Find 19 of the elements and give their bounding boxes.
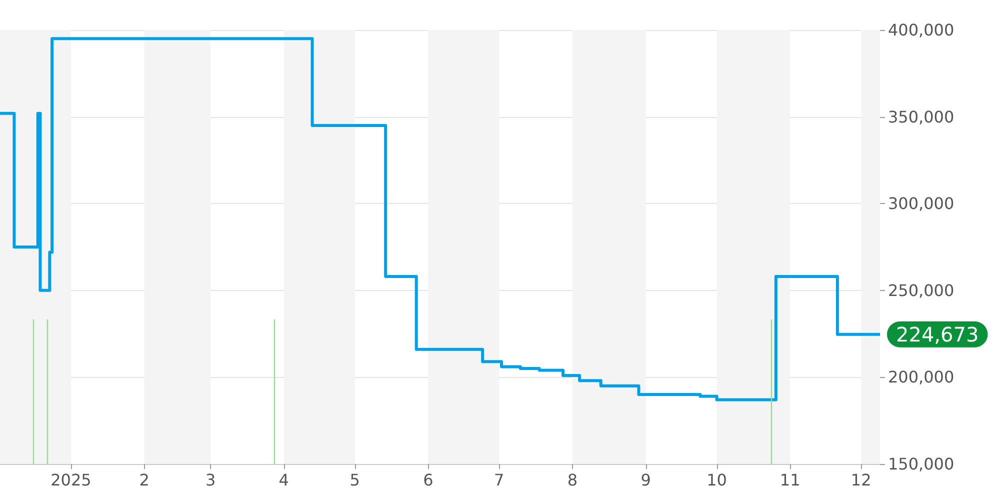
x-tick-label: 9	[640, 470, 651, 490]
y-tick-label: 200,000	[888, 368, 954, 387]
y-tick-label: 250,000	[888, 280, 954, 300]
x-tick-label: 10	[706, 470, 727, 490]
y-tick-label: 300,000	[888, 194, 954, 214]
x-tick-label: 8	[567, 470, 578, 490]
x-tick-label: 11	[780, 470, 800, 490]
x-tick-label: 6	[423, 470, 434, 490]
y-tick-label: 400,000	[888, 20, 954, 40]
x-tick-label: 2025	[50, 470, 92, 490]
annotation: 224,673	[896, 322, 979, 346]
x-tick-label: 4	[278, 470, 289, 490]
x-tick-label: 2	[139, 470, 150, 490]
y-tick-label: 350,000	[888, 107, 954, 126]
x-tick-label: 3	[205, 470, 216, 490]
x-tick-label: 7	[494, 470, 504, 490]
x-tick-label: 12	[850, 470, 872, 490]
x-tick-label: 5	[350, 470, 360, 490]
y-tick-label: 150,000	[888, 454, 954, 474]
